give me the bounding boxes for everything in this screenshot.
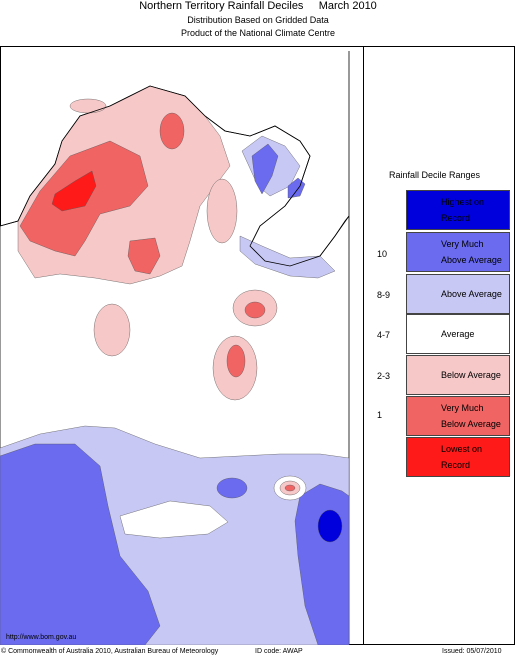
very-much-below-patch — [127, 237, 161, 275]
map-producer: Product of the National Climate Centre — [180, 28, 336, 38]
coastline — [0, 85, 350, 267]
legend-range: 10 — [377, 249, 388, 259]
legend-label: Average — [441, 329, 475, 339]
id-code: ID code: AWAP — [255, 648, 303, 655]
legend-label: Very Much Above Average — [441, 239, 502, 265]
issued-date: Issued: 05/07/2010 — [442, 648, 502, 655]
legend-label: Above Average — [441, 289, 502, 299]
lowest-on-record-region — [51, 170, 97, 212]
very-much-above-region-southwest — [0, 443, 161, 645]
very-much-above-region-northeast — [251, 143, 279, 195]
legend-label: Highest on Record — [441, 197, 485, 223]
very-much-above-patch — [216, 477, 248, 499]
rainfall-decile-map — [0, 51, 350, 645]
average-gap-south — [119, 500, 229, 539]
very-much-below-patch — [244, 301, 266, 319]
legend-divider — [363, 46, 364, 645]
legend-range: 1 — [377, 410, 383, 420]
below-average-patch — [93, 303, 131, 357]
legend-swatch-lowest: Lowest on Record — [406, 437, 510, 477]
highest-on-record-patch — [317, 509, 343, 543]
legend-label: Lowest on Record — [441, 444, 483, 470]
below-average-patch — [69, 98, 107, 114]
legend-swatch-below: Below Average — [406, 355, 510, 395]
legend-swatch-average: Average — [406, 314, 510, 354]
legend-swatch-above: Above Average — [406, 274, 510, 314]
map-subtitle: Distribution Based on Gridded Data — [187, 15, 329, 25]
source-url[interactable]: http://www.bom.gov.au — [6, 634, 77, 641]
legend-range: 4-7 — [377, 330, 391, 340]
legend-swatch-highest: Highest on Record — [406, 190, 510, 230]
map-title: Northern Territory Rainfall Deciles Marc… — [139, 0, 377, 12]
very-much-below-ring-patch — [284, 484, 296, 492]
legend-swatch-very-much-below: Very Much Below Average — [406, 396, 510, 436]
very-much-below-patch — [159, 112, 185, 150]
legend-label: Below Average — [441, 370, 501, 380]
copyright-notice: © Commonwealth of Australia 2010, Austra… — [1, 648, 219, 655]
legend-label: Very Much Below Average — [441, 403, 501, 429]
legend-range: 2-3 — [377, 371, 391, 381]
legend-swatch-very-much-above: Very Much Above Average — [406, 232, 510, 272]
legend-title: Rainfall Decile Ranges — [389, 170, 481, 180]
below-average-patch — [206, 178, 238, 244]
above-average-region-east — [239, 235, 336, 279]
legend-range: 8-9 — [377, 290, 391, 300]
very-much-below-patch — [226, 344, 246, 378]
